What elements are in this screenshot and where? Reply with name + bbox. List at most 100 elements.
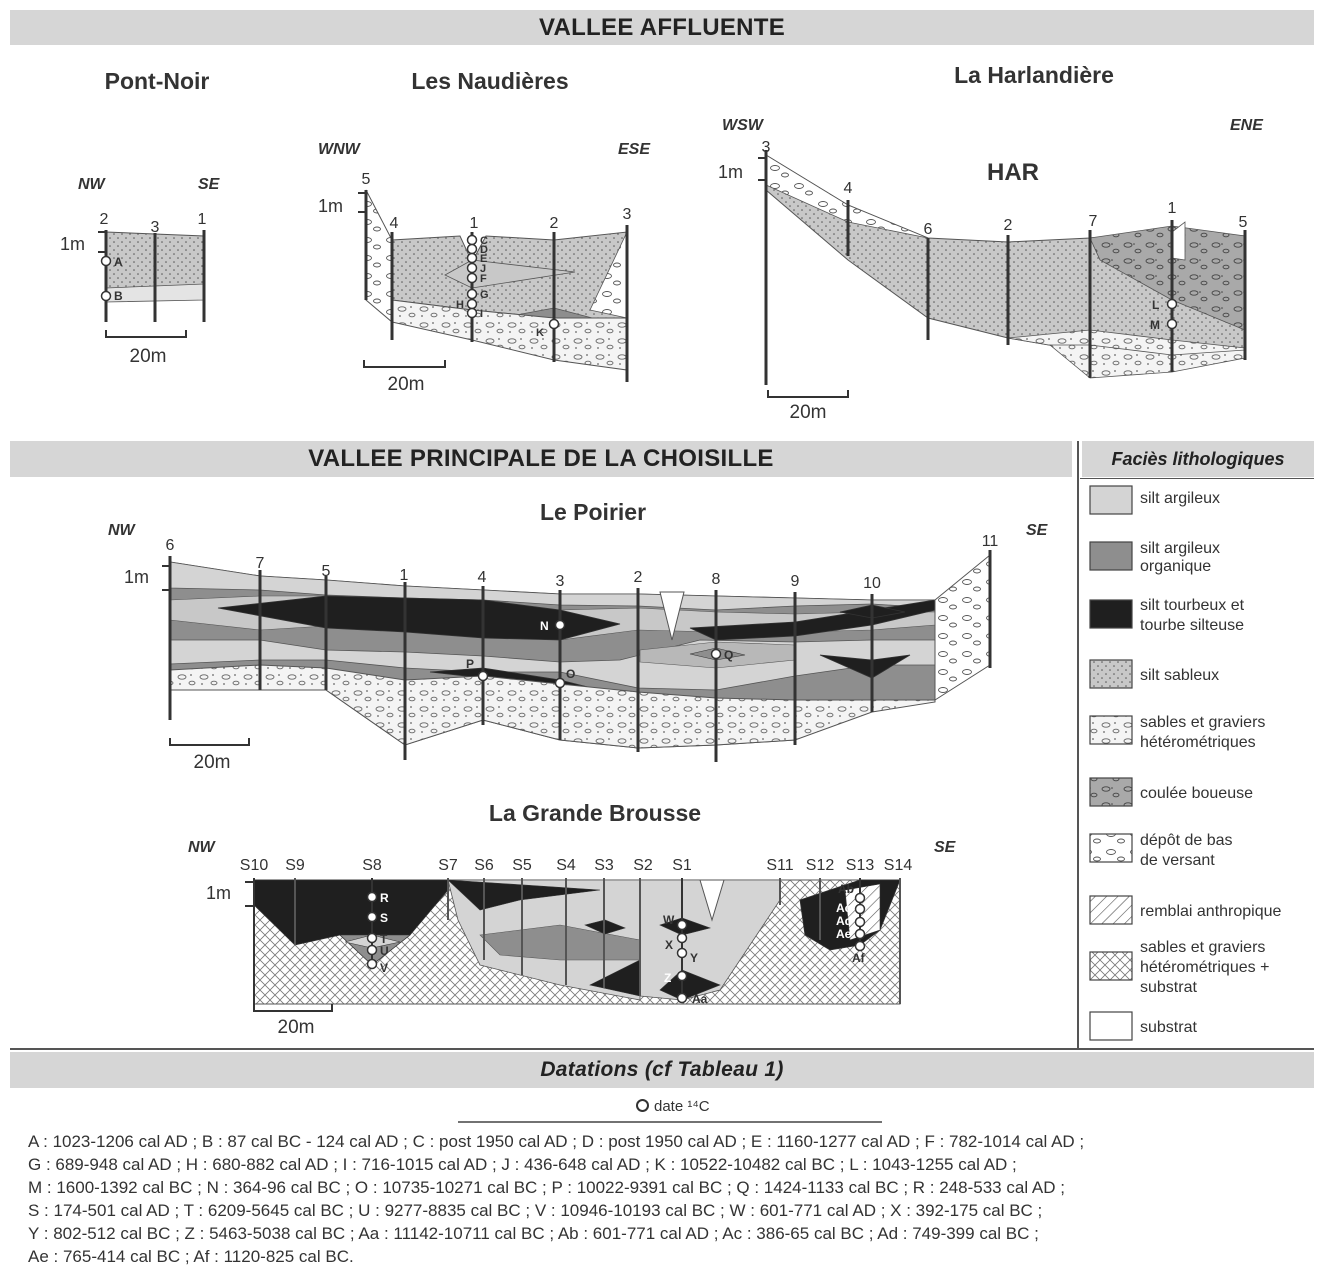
harlandiere-scale-1m: 1m (718, 162, 743, 182)
grande-brousse-core-S11: S11 (766, 857, 793, 874)
harlandiere-core-4: 4 (844, 180, 853, 197)
grande-brousse-scale-1m: 1m (206, 883, 231, 903)
date-label-U: U (380, 944, 389, 958)
grande-brousse-dir-right: SE (934, 839, 957, 856)
date-marker-K (548, 318, 560, 330)
date-label-M: M (1150, 318, 1160, 332)
date-label-T: T (380, 932, 388, 946)
poirier-dir-left: NW (108, 522, 137, 539)
poirier-core-6: 6 (166, 537, 175, 554)
date-label-L: L (1152, 298, 1159, 312)
grande-brousse-core-S6: S6 (474, 857, 494, 874)
date-marker-Y (676, 947, 688, 959)
harlandiere-core-1: 1 (1168, 200, 1177, 217)
dating-line: G : 689-948 cal AD ; H : 680-882 cal AD … (28, 1155, 1017, 1174)
date-label-D: D (480, 244, 488, 256)
pont-noir-core-2: 2 (100, 211, 109, 228)
date-marker-Ad (854, 916, 866, 928)
harlandiere-core-5: 5 (1239, 214, 1248, 231)
date-label-Z: Z (664, 971, 671, 985)
date-marker-Ab (854, 892, 866, 904)
date-marker-P (477, 670, 489, 682)
date-marker-C (466, 234, 478, 246)
date-label-H: H (456, 299, 464, 311)
legend-label-silt-argileux: silt argileux (1140, 490, 1220, 507)
poirier-core-4: 4 (478, 569, 487, 586)
harlandiere-core-7: 7 (1089, 213, 1098, 230)
date-marker-U (366, 944, 378, 956)
harlandiere-scale-20m: 20m (790, 402, 827, 423)
pont-noir-dir-left: NW (78, 176, 107, 193)
date-label-O: O (566, 667, 575, 681)
poirier-core-10: 10 (863, 575, 881, 592)
grande-brousse-core-S8: S8 (362, 857, 382, 874)
poirier-scale-1m: 1m (124, 567, 149, 587)
date-marker-F (466, 272, 478, 284)
legend-swatch-silt-sableux (1089, 659, 1133, 689)
grande-brousse-core-S7: S7 (438, 857, 458, 874)
legend-swatch-silt-tourbeux (1089, 599, 1133, 629)
harlandiere-section: 3 4 6 2 7 1 5 1m L M 20m (718, 139, 1248, 423)
date-label-P: P (466, 657, 474, 671)
legend-swatch-remblai (1089, 895, 1133, 925)
naudieres-section: 5 4 1 2 3 1m C D E F G H I J K 20m (318, 171, 632, 395)
date-label-N: N (540, 619, 549, 633)
harlandiere-core-3: 3 (762, 139, 771, 156)
harlandiere-core-6: 6 (924, 221, 933, 238)
legend-top-rule (1080, 478, 1314, 479)
date-marker-Q (710, 648, 722, 660)
date-label-Y: Y (690, 951, 698, 965)
date-label-Ad: Ad (836, 914, 852, 928)
date-marker-I (466, 307, 478, 319)
lithology-legend: silt argileux silt argileux organique sil… (1089, 485, 1282, 1041)
grande-brousse-title: La Grande Brousse (489, 800, 701, 826)
date-marker-N (554, 619, 566, 631)
grande-brousse-core-S1: S1 (672, 857, 692, 874)
pont-noir-dir-right: SE (198, 176, 221, 193)
legend-label-remblai: remblai anthropique (1140, 903, 1282, 920)
grande-brousse-core-S10: S10 (240, 857, 269, 874)
legend-swatch-depot-bas-versant (1089, 833, 1133, 863)
grande-brousse-scale-20m: 20m (278, 1017, 315, 1038)
poirier-title: Le Poirier (540, 499, 646, 525)
date-label-K: K (536, 327, 544, 339)
date-marker-B (100, 290, 112, 302)
date-marker-Aa (676, 992, 688, 1004)
legend-label-silt-tourbeux: silt tourbeux et tourbe silteuse (1140, 597, 1245, 634)
pont-noir-scale-1m: 1m (60, 234, 85, 254)
naudieres-scale-1m: 1m (318, 196, 343, 216)
grande-brousse-core-S9: S9 (285, 857, 305, 874)
date-marker-Z (676, 970, 688, 982)
poirier-core-2: 2 (634, 569, 643, 586)
date-label-Af: Af (852, 951, 866, 965)
date-label-Q: Q (724, 648, 733, 662)
date-label-I: I (480, 308, 483, 320)
poirier-core-1: 1 (400, 567, 409, 584)
dating-line: A : 1023-1206 cal AD ; B : 87 cal BC - 1… (28, 1132, 1085, 1151)
legend-swatch-substrat (1089, 1011, 1133, 1041)
legend-swatch-silt-argileux-organique (1089, 541, 1133, 571)
harlandiere-title: La Harlandière (954, 62, 1114, 88)
date-label-Aa: Aa (692, 992, 708, 1006)
grande-brousse-core-S3: S3 (594, 857, 614, 874)
legend-label-depot-bas-versant: dépôt de bas de versant (1140, 832, 1233, 869)
naudieres-core-1: 1 (470, 215, 479, 232)
poirier-dir-right: SE (1026, 522, 1049, 539)
grande-brousse-core-S4: S4 (556, 857, 576, 874)
poirier-core-7: 7 (256, 555, 265, 572)
grande-brousse-section: S10 S9 S8 S7 S6 S5 S4 S3 S2 S1 S11 S12 S… (206, 857, 912, 1038)
harlandiere-dir-right: ENE (1230, 117, 1264, 134)
pont-noir-title: Pont-Noir (105, 68, 210, 94)
legend-swatch-sables-graviers (1089, 715, 1133, 745)
pont-noir-scale-20m: 20m (130, 346, 167, 367)
date-marker-X (676, 932, 688, 944)
date-marker-M (1166, 318, 1178, 330)
date-label-R: R (380, 891, 389, 905)
naudieres-core-3: 3 (623, 206, 632, 223)
poirier-section: 6 7 5 1 4 3 2 8 9 10 11 1m N O P Q 20m (124, 533, 998, 773)
c14-ring-icon (636, 1099, 649, 1112)
legend-swatch-sables-substrat (1089, 951, 1133, 981)
date-label-F: F (480, 273, 487, 285)
dating-line: M : 1600-1392 cal BC ; N : 364-96 cal BC… (28, 1178, 1065, 1197)
date-marker-Ac (854, 903, 866, 915)
